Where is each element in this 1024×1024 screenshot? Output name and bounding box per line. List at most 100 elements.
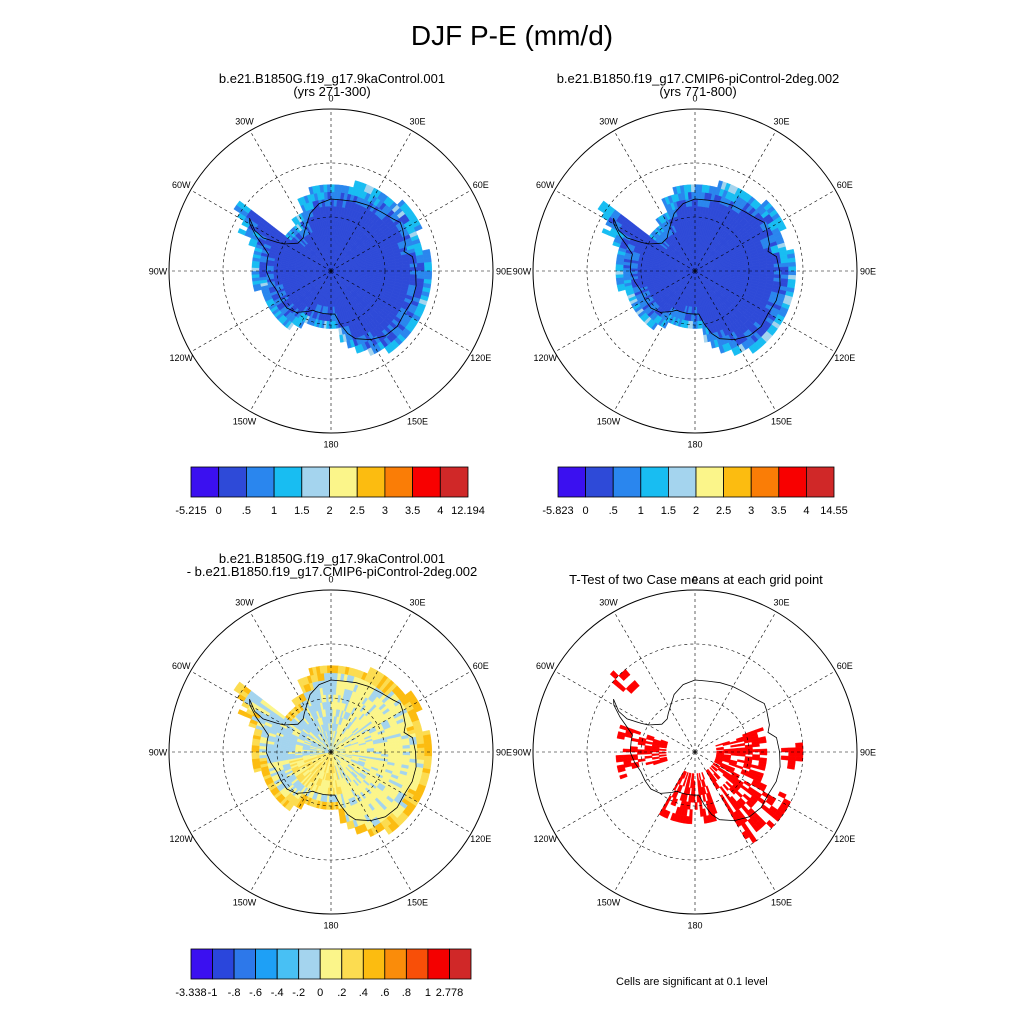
grid-cell: [323, 191, 329, 200]
grid-cell: [759, 270, 768, 275]
grid-cell: [766, 267, 775, 272]
grid-cell: [402, 267, 411, 272]
grid-cell: [258, 270, 267, 275]
grid-cell: [752, 267, 760, 272]
grid-cell: [687, 191, 693, 200]
grid-cell: [759, 264, 768, 269]
grid-cell: [326, 184, 332, 193]
grid-cell: [330, 679, 335, 688]
longitude-label: 0: [328, 94, 333, 104]
grid-cell: [402, 744, 411, 750]
grid-cell: [781, 266, 789, 272]
grid-cell: [251, 270, 260, 275]
longitude-label: 180: [323, 440, 338, 450]
grid-cell: [330, 665, 336, 674]
longitude-label: 150E: [407, 416, 428, 426]
figure-title: DJF P-E (mm/d): [410, 20, 614, 51]
grid-cell: [691, 191, 696, 200]
grid-cell: [788, 266, 796, 272]
grid-cell: [388, 265, 396, 269]
grid-cell: [251, 751, 260, 756]
grid-cell: [327, 687, 332, 695]
longitude-label: 90W: [149, 267, 168, 277]
grid-cell: [615, 270, 624, 275]
grid-cell: [622, 273, 631, 278]
grid-cell: [773, 270, 782, 276]
panel2-title-line2: (yrs 771-800): [659, 84, 737, 99]
grid-cell: [388, 748, 396, 753]
longitude-label: 120W: [169, 353, 193, 363]
panel4-title: T-Test of two Case means at each grid po…: [540, 573, 852, 586]
grid-cell: [409, 263, 418, 268]
longitude-label: 150E: [771, 416, 792, 426]
longitude-label: 90E: [496, 267, 512, 277]
grid-cell: [615, 273, 624, 279]
grid-cell: [601, 228, 611, 236]
grid-cell: [622, 270, 631, 275]
grid-cell: [395, 267, 404, 272]
grid-cell: [258, 267, 267, 272]
grid-cell: [388, 746, 396, 750]
panel1-title: b.e21.B1850G.f19_g17.9kaControl.001 (yrs…: [190, 72, 474, 98]
longitude-label: 90E: [860, 267, 876, 277]
grid-cell: [258, 754, 267, 759]
longitude-label: 30E: [773, 117, 789, 127]
grid-cell: [766, 263, 775, 269]
grid-cell: [258, 273, 267, 278]
grid-cell: [689, 206, 693, 214]
grid-cell: [237, 228, 247, 236]
grid-cell: [781, 270, 789, 276]
panel1-title-line2: (yrs 271-300): [293, 84, 371, 99]
grid-cell: [395, 264, 404, 269]
grid-cell: [692, 220, 696, 229]
grid-cell: [417, 270, 425, 276]
grid-cell: [780, 262, 789, 268]
longitude-label: 60W: [172, 180, 191, 190]
grid-cell: [280, 270, 288, 274]
longitude-label: 30E: [409, 117, 425, 127]
panel2-title: b.e21.B1850.f19_g17.CMIP6-piControl-2deg…: [520, 72, 876, 98]
grid-cell: [788, 270, 796, 276]
grid-cell: [424, 266, 432, 272]
ttest-significance-note: Cells are significant at 0.1 level: [616, 976, 768, 988]
grid-cell: [258, 751, 267, 756]
longitude-label: 180: [687, 440, 702, 450]
grid-cell: [323, 665, 328, 674]
grid-cell: [416, 262, 425, 268]
grid-cell: [423, 261, 432, 268]
grid-cell: [691, 205, 696, 214]
longitude-label: 60E: [837, 180, 853, 190]
longitude-label: 120W: [533, 353, 557, 363]
grid-cell: [423, 257, 432, 264]
longitude-label: 90W: [513, 267, 532, 277]
longitude-label: 120E: [834, 353, 855, 363]
grid-cell: [280, 751, 288, 755]
longitude-label: 60E: [473, 180, 489, 190]
grid-cell: [330, 184, 336, 193]
grid-cell: [424, 270, 432, 276]
grid-cell: [787, 261, 796, 268]
grid-cell: [694, 184, 700, 193]
grid-cell: [694, 314, 698, 322]
grid-cell: [395, 270, 404, 275]
grid-cell: [325, 206, 329, 214]
grid-cell: [395, 745, 404, 750]
grid-cell: [327, 672, 332, 681]
grid-cell: [339, 334, 344, 343]
grid-cell: [395, 748, 404, 753]
grid-cell: [258, 748, 267, 753]
grid-cell: [787, 257, 796, 264]
grid-cell: [323, 184, 328, 193]
grid-cell: [752, 265, 760, 269]
grid-cell: [346, 340, 352, 349]
grid-cell: [388, 267, 396, 272]
grid-cell: [374, 268, 382, 272]
panel3-title-line1: b.e21.B1850G.f19_g17.9kaControl.001: [218, 551, 446, 566]
grid-cell: [644, 270, 652, 274]
grid-cell: [417, 266, 425, 272]
panel3-title-line2: - b.e21.B1850.f19_g17.CMIP6-piControl-2d…: [186, 564, 478, 579]
grid-cell: [409, 266, 418, 272]
grid-cell: [687, 184, 692, 193]
